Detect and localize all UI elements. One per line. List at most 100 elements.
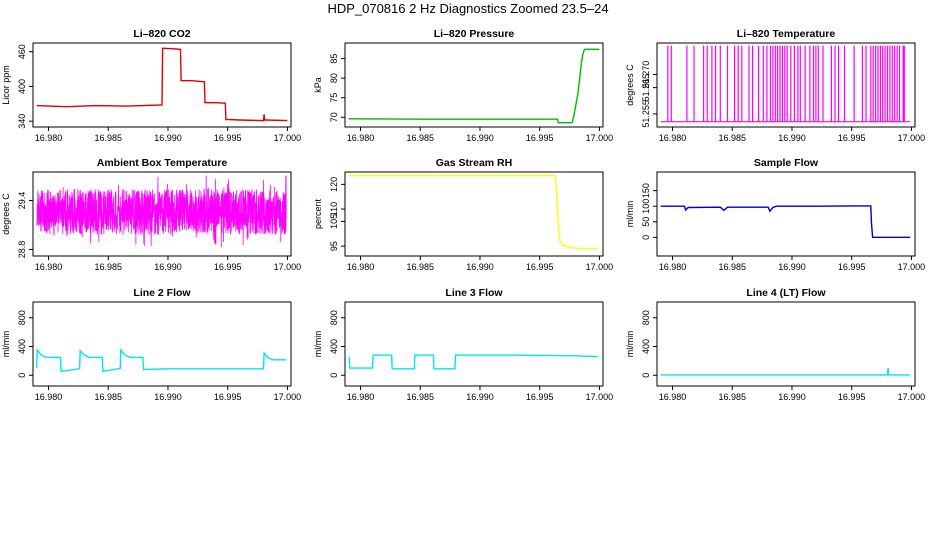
series-line — [36, 175, 287, 248]
x-tick-label: 16.980 — [35, 392, 63, 402]
x-tick-label: 17.000 — [274, 392, 302, 402]
x-tick-label: 16.985 — [94, 262, 122, 272]
x-tick-label: 16.995 — [838, 392, 866, 402]
x-tick-label: 16.990 — [154, 392, 182, 402]
y-tick-label: 340 — [17, 114, 27, 129]
x-tick-label: 16.995 — [526, 392, 554, 402]
y-tick-label: 800 — [329, 310, 339, 325]
panel-title: Line 4 (LT) Flow — [746, 287, 826, 299]
y-tick-label: 29.4 — [17, 192, 27, 210]
x-tick-label: 16.990 — [466, 133, 494, 143]
y-tick-label: 400 — [17, 339, 27, 354]
x-tick-label: 16.980 — [659, 262, 687, 272]
main-title: HDP_070816 2 Hz Diagnostics Zoomed 23.5–… — [327, 1, 609, 16]
x-tick-label: 16.990 — [778, 392, 806, 402]
x-tick-label: 16.980 — [347, 392, 375, 402]
y-axis-label: ml/min — [625, 201, 635, 228]
y-tick-label: 85 — [329, 54, 339, 64]
x-tick-label: 16.985 — [406, 392, 434, 402]
series-line — [36, 47, 288, 122]
series-line — [348, 174, 599, 250]
x-tick-label: 17.000 — [274, 262, 302, 272]
series-line — [660, 368, 911, 376]
panel-title: Sample Flow — [754, 157, 819, 169]
y-tick-label: 400 — [641, 339, 651, 354]
x-tick-label: 16.995 — [838, 133, 866, 143]
x-tick-label: 16.990 — [466, 392, 494, 402]
y-tick-label: 120 — [329, 177, 339, 192]
y-tick-label: 800 — [17, 310, 27, 325]
x-tick-label: 16.980 — [35, 262, 63, 272]
y-tick-label: 51.270 — [641, 61, 651, 89]
x-tick-label: 17.000 — [898, 262, 926, 272]
x-tick-label: 17.000 — [898, 392, 926, 402]
y-tick-label: 50 — [641, 217, 651, 227]
x-tick-label: 16.995 — [214, 133, 242, 143]
x-tick-label: 17.000 — [274, 133, 302, 143]
panel-9: Line 4 (LT) Flow 16.980 16.985 16.990 16.995… — [625, 287, 925, 402]
panel-5: Gas Stream RH 16.980 16.985 16.990 16.995 17.… — [313, 157, 613, 272]
series-line — [660, 45, 911, 123]
y-tick-label: 80 — [329, 73, 339, 83]
y-tick-label: 51.255 — [641, 100, 651, 128]
y-axis-label: ml/min — [1, 331, 11, 358]
plot-frame — [32, 42, 292, 128]
x-tick-label: 16.980 — [347, 133, 375, 143]
y-tick-label: 150 — [641, 183, 651, 198]
plot-frame — [656, 171, 916, 257]
panel-title: Li–820 Temperature — [737, 28, 836, 40]
panel-8: Line 3 Flow 16.980 16.985 16.990 16.995 17.00… — [313, 287, 613, 402]
y-tick-label: 400 — [329, 339, 339, 354]
x-tick-label: 16.990 — [154, 262, 182, 272]
x-tick-label: 17.000 — [586, 262, 614, 272]
panel-7: Line 2 Flow 16.980 16.985 16.990 16.995 17.00… — [1, 287, 301, 402]
x-tick-label: 16.985 — [94, 133, 122, 143]
series-line — [660, 205, 911, 239]
panel-6: Sample Flow 16.980 16.985 16.990 16.995 17.00… — [625, 157, 925, 272]
panel-title: Li–820 CO2 — [133, 28, 190, 40]
plot-frame — [344, 42, 604, 128]
plot-frame — [32, 301, 292, 387]
plot-frame — [32, 171, 292, 257]
panel-4: Ambient Box Temperature 16.980 16.985 16.99… — [1, 157, 301, 272]
x-tick-label: 17.000 — [898, 133, 926, 143]
x-tick-label: 16.980 — [347, 262, 375, 272]
y-axis-label: Licor ppm — [1, 65, 11, 105]
y-axis-label: percent — [313, 198, 323, 229]
y-tick-label: 75 — [329, 93, 339, 103]
x-tick-label: 16.985 — [718, 262, 746, 272]
y-tick-label: 0 — [329, 373, 339, 378]
y-axis-label: ml/min — [625, 331, 635, 358]
x-tick-label: 16.995 — [526, 262, 554, 272]
x-tick-label: 16.990 — [778, 133, 806, 143]
x-tick-label: 16.980 — [659, 392, 687, 402]
series-line — [348, 354, 599, 370]
x-tick-label: 16.980 — [35, 133, 63, 143]
series-line — [35, 348, 287, 373]
panel-title: Gas Stream RH — [436, 157, 512, 169]
panel-title: Li–820 Pressure — [434, 28, 515, 40]
y-tick-label: 800 — [641, 310, 651, 325]
y-tick-label: 0 — [641, 373, 651, 378]
x-tick-label: 16.990 — [778, 262, 806, 272]
panel-title: Ambient Box Temperature — [97, 157, 228, 169]
y-axis-label: kPa — [313, 77, 323, 93]
panel-2: Li–820 Pressure 16.980 16.985 16.990 16.995 1… — [313, 28, 613, 143]
y-tick-label: 100 — [641, 199, 651, 214]
y-tick-label: 51.265 — [641, 74, 651, 102]
y-tick-label: 110 — [329, 202, 339, 216]
x-tick-label: 16.995 — [214, 392, 242, 402]
panel-title: Line 2 Flow — [133, 287, 191, 299]
x-tick-label: 16.980 — [659, 133, 687, 143]
y-axis-label: ml/min — [313, 331, 323, 358]
panel-3: Li–820 Temperature 16.980 16.985 16.990 16.9… — [625, 28, 925, 143]
plot-frame — [344, 301, 604, 387]
x-tick-label: 16.985 — [718, 392, 746, 402]
plot-frame — [656, 42, 916, 128]
panel-title: Line 3 Flow — [445, 287, 503, 299]
x-tick-label: 16.995 — [214, 262, 242, 272]
plot-frame — [656, 301, 916, 387]
y-tick-label: 400 — [17, 79, 27, 94]
x-tick-label: 16.985 — [94, 392, 122, 402]
x-tick-label: 16.985 — [406, 133, 434, 143]
